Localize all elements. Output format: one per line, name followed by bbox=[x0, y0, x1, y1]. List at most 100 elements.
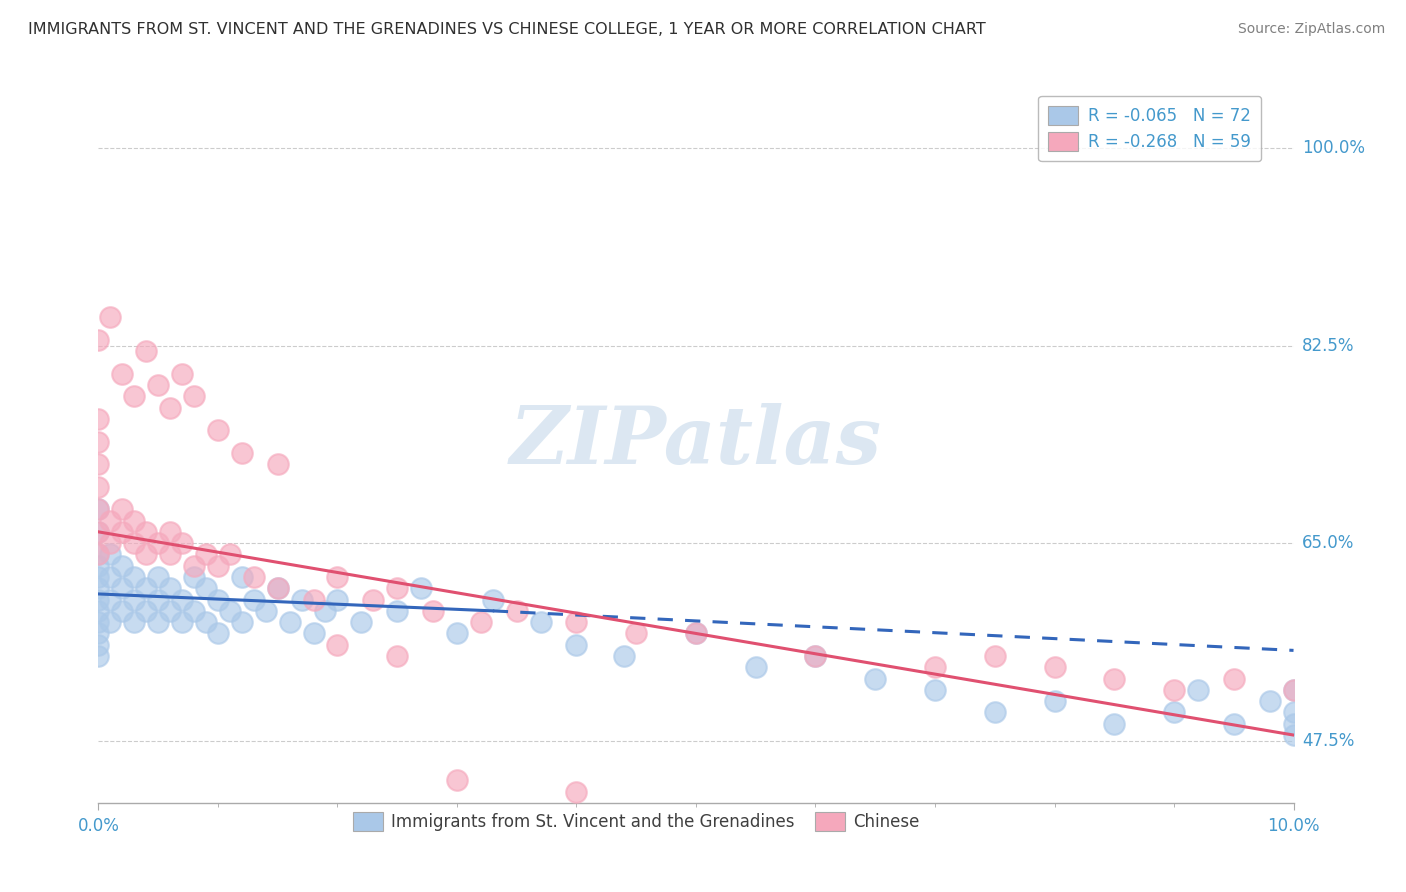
Point bbox=[148, 592, 170, 607]
Legend: Immigrants from St. Vincent and the Grenadines, Chinese: Immigrants from St. Vincent and the Gren… bbox=[346, 805, 927, 838]
Point bbox=[111, 604, 134, 618]
Point bbox=[98, 514, 122, 528]
Point bbox=[87, 638, 110, 652]
Point bbox=[1223, 672, 1246, 686]
Point bbox=[148, 536, 170, 550]
Point bbox=[363, 592, 385, 607]
Point bbox=[124, 615, 146, 630]
Point bbox=[411, 582, 433, 596]
Point bbox=[87, 502, 110, 516]
Point bbox=[87, 604, 110, 618]
Point bbox=[148, 615, 170, 630]
Point bbox=[87, 615, 110, 630]
Point bbox=[87, 480, 110, 494]
Point bbox=[1163, 682, 1185, 697]
Point bbox=[87, 626, 110, 640]
Point bbox=[385, 648, 409, 663]
Point bbox=[243, 592, 266, 607]
Point bbox=[984, 648, 1007, 663]
Point bbox=[124, 592, 146, 607]
Point bbox=[87, 434, 110, 449]
Point bbox=[87, 548, 110, 562]
Point bbox=[231, 615, 253, 630]
Point bbox=[87, 558, 110, 573]
Point bbox=[385, 604, 409, 618]
Point bbox=[745, 660, 768, 674]
Point bbox=[506, 604, 529, 618]
Point bbox=[326, 570, 349, 584]
Point bbox=[291, 592, 314, 607]
Point bbox=[315, 604, 337, 618]
Point bbox=[124, 570, 146, 584]
Point bbox=[804, 648, 827, 663]
Point bbox=[482, 592, 505, 607]
Text: IMMIGRANTS FROM ST. VINCENT AND THE GRENADINES VS CHINESE COLLEGE, 1 YEAR OR MOR: IMMIGRANTS FROM ST. VINCENT AND THE GREN… bbox=[28, 22, 986, 37]
Point bbox=[470, 615, 492, 630]
Point bbox=[148, 378, 170, 392]
Point bbox=[87, 524, 110, 539]
Point bbox=[172, 592, 194, 607]
Point bbox=[87, 502, 110, 516]
Point bbox=[219, 548, 242, 562]
Point bbox=[685, 626, 707, 640]
Point bbox=[87, 648, 110, 663]
Point bbox=[159, 401, 181, 415]
Point bbox=[183, 604, 205, 618]
Text: ZIPatlas: ZIPatlas bbox=[510, 403, 882, 480]
Point bbox=[87, 548, 110, 562]
Point bbox=[111, 524, 134, 539]
Text: Source: ZipAtlas.com: Source: ZipAtlas.com bbox=[1237, 22, 1385, 37]
Point bbox=[302, 626, 325, 640]
Point bbox=[924, 682, 946, 697]
Point bbox=[207, 558, 229, 573]
Point bbox=[207, 592, 229, 607]
Point bbox=[183, 389, 205, 403]
Point bbox=[87, 457, 110, 471]
Point bbox=[1282, 728, 1305, 742]
Point bbox=[1282, 682, 1305, 697]
Point bbox=[1282, 682, 1305, 697]
Point bbox=[159, 604, 181, 618]
Point bbox=[98, 592, 122, 607]
Point bbox=[98, 570, 122, 584]
Point bbox=[446, 626, 468, 640]
Point bbox=[207, 423, 229, 437]
Point bbox=[326, 592, 349, 607]
Point bbox=[159, 582, 181, 596]
Point bbox=[98, 310, 122, 325]
Point bbox=[195, 582, 218, 596]
Point bbox=[135, 548, 157, 562]
Point bbox=[87, 570, 110, 584]
Point bbox=[135, 344, 157, 359]
Point bbox=[1258, 694, 1281, 708]
Point bbox=[111, 558, 134, 573]
Text: 82.5%: 82.5% bbox=[1302, 336, 1354, 355]
Point bbox=[350, 615, 373, 630]
Point bbox=[124, 536, 146, 550]
Point bbox=[124, 389, 146, 403]
Point bbox=[172, 615, 194, 630]
Point bbox=[172, 536, 194, 550]
Point bbox=[278, 615, 301, 630]
Point bbox=[243, 570, 266, 584]
Point bbox=[111, 502, 134, 516]
Point bbox=[111, 367, 134, 381]
Point bbox=[87, 412, 110, 426]
Point bbox=[231, 446, 253, 460]
Point bbox=[565, 615, 588, 630]
Point bbox=[685, 626, 707, 640]
Point bbox=[135, 524, 157, 539]
Point bbox=[267, 582, 290, 596]
Point bbox=[111, 582, 134, 596]
Point bbox=[1163, 706, 1185, 720]
Point bbox=[422, 604, 444, 618]
Point bbox=[87, 333, 110, 347]
Point bbox=[195, 615, 218, 630]
Point bbox=[183, 570, 205, 584]
Point bbox=[98, 615, 122, 630]
Point bbox=[195, 548, 218, 562]
Point bbox=[924, 660, 946, 674]
Point bbox=[207, 626, 229, 640]
Point bbox=[159, 524, 181, 539]
Text: 100.0%: 100.0% bbox=[1302, 139, 1365, 157]
